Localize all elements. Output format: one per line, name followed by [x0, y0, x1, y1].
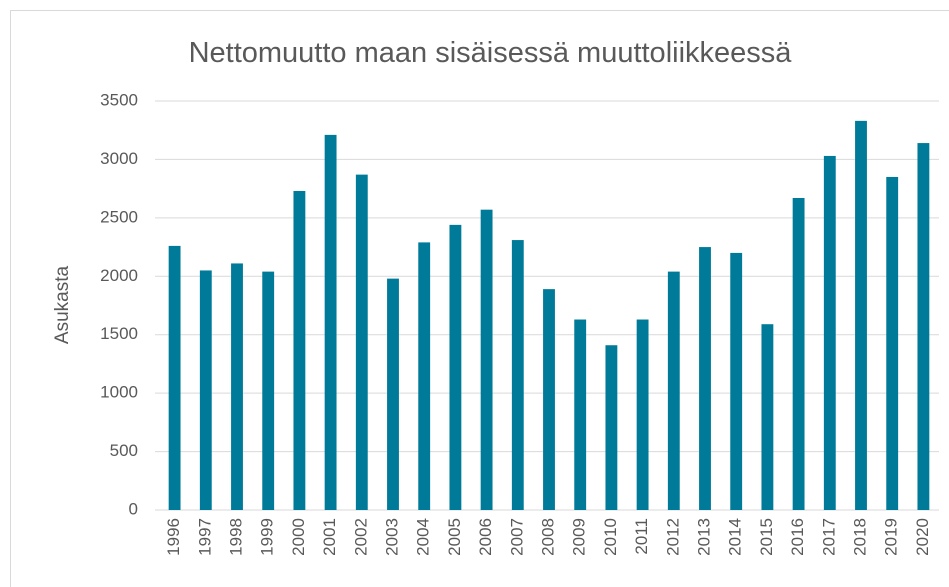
x-tick-label: 2008: [538, 518, 557, 556]
chart-title: Nettomuutto maan sisäisessä muuttoliikke…: [189, 37, 793, 69]
x-tick-label: 2001: [320, 518, 339, 556]
x-tick-label: 2005: [445, 518, 464, 556]
bar: [418, 242, 431, 510]
x-tick-label: 2009: [570, 518, 589, 556]
bar: [293, 190, 306, 511]
bar: [886, 176, 899, 510]
y-tick-label: 2000: [100, 266, 138, 285]
x-tick-label: 2010: [601, 518, 620, 556]
x-tick-label: 2002: [351, 518, 370, 556]
x-tick-label: 2019: [882, 518, 901, 556]
y-axis-title: Asukasta: [52, 265, 73, 344]
bar: [792, 197, 805, 510]
x-tick-label: 1999: [258, 518, 277, 556]
bar: [449, 224, 462, 510]
bar: [355, 174, 368, 510]
y-tick-label: 3500: [100, 90, 138, 109]
x-tick-label: 1996: [164, 518, 183, 556]
y-tick-label: 3000: [100, 149, 138, 168]
bar: [511, 240, 524, 510]
x-tick-label: 2016: [788, 518, 807, 556]
bar: [855, 120, 867, 510]
bar: [480, 209, 493, 511]
x-tick-label: 2017: [819, 518, 838, 556]
bar: [917, 143, 930, 510]
x-tick-label: 2014: [726, 518, 745, 556]
bar: [823, 155, 836, 510]
bar: [387, 278, 399, 510]
bar: [324, 134, 337, 511]
bar: [636, 319, 649, 510]
x-tick-label: 2007: [507, 518, 526, 556]
bar: [543, 289, 555, 510]
x-tick-label: 2011: [632, 518, 651, 555]
y-tick-label: 1500: [100, 324, 138, 343]
bar: [262, 271, 275, 510]
y-tick-label: 0: [129, 499, 138, 518]
x-tick-label: 2004: [414, 518, 433, 556]
x-tick-label: 1998: [226, 518, 245, 556]
x-tick-label: 2012: [663, 518, 682, 556]
x-tick-label: 2020: [913, 518, 932, 556]
y-tick-label: 1000: [100, 383, 138, 402]
x-tick-label: 2003: [382, 518, 401, 556]
x-tick-label: 2018: [850, 518, 869, 556]
bar: [605, 345, 618, 510]
bar: [761, 324, 774, 510]
bar: [699, 247, 711, 511]
bar: [730, 252, 743, 510]
x-tick-label: 2013: [694, 518, 713, 556]
bar: [667, 271, 680, 510]
bar: [168, 245, 181, 510]
x-tick-label: 2000: [289, 518, 308, 556]
bar: [199, 270, 212, 510]
y-tick-label: 2500: [100, 207, 138, 226]
y-tick-label: 500: [110, 441, 138, 460]
x-tick-label: 1997: [195, 518, 214, 556]
bar: [574, 319, 587, 510]
chart-border: [10, 10, 949, 587]
bar: [231, 263, 243, 510]
x-tick-label: 2015: [757, 518, 776, 556]
x-tick-label: 2006: [476, 518, 495, 556]
